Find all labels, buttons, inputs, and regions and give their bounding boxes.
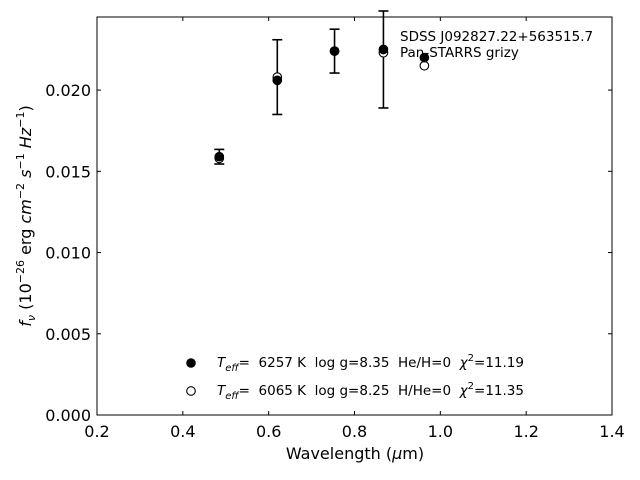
- x-tick-label: 1.0: [428, 422, 453, 441]
- x-tick-label: 0.8: [342, 422, 367, 441]
- model-point-filled: [419, 52, 430, 63]
- x-axis-label: Wavelength (μm): [286, 444, 424, 463]
- model-point-open: [419, 60, 430, 71]
- annotation-line-2: Pan-STARRS grizy: [400, 45, 519, 61]
- x-tick-label: 1.2: [513, 422, 538, 441]
- data-points: [214, 44, 430, 164]
- model-point-filled: [378, 44, 389, 55]
- y-tick-label: 0.010: [45, 244, 91, 263]
- plot-frame: [96, 16, 613, 416]
- y-tick-label: 0.015: [45, 162, 91, 181]
- model-point-filled: [329, 46, 340, 56]
- x-tick-label: 0.6: [256, 422, 281, 441]
- x-tick-label: 0.4: [170, 422, 195, 441]
- x-tick-label: 1.4: [599, 422, 624, 441]
- y-axis-label: fν (10−26 erg cm−2 s−1 Hz−1): [14, 105, 38, 326]
- legend-label-1: Teff= 6257 K log g=8.35 He/H=0 χ2=11.19: [217, 353, 524, 374]
- y-tick-label: 0.020: [45, 81, 91, 100]
- legend-marker-open: [186, 386, 196, 396]
- x-tick-label: 0.2: [84, 422, 109, 441]
- legend-label-2: Teff= 6065 K log g=8.25 H/He=0 χ2=11.35: [217, 381, 524, 402]
- legend-marker-filled: [186, 358, 196, 368]
- annotation-line-1: SDSS J092827.22+563515.7: [400, 29, 593, 45]
- y-tick-label: 0.005: [45, 325, 91, 344]
- model-point-filled: [272, 75, 283, 86]
- axis-ticks: 0.2 0.4 0.6 0.8 1.0 1.2 1.4 0.000 0.005 0.010 0.01…: [45, 17, 625, 441]
- y-tick-label: 0.000: [45, 406, 91, 425]
- model-point-filled: [214, 151, 225, 162]
- error-bars: [214, 10, 389, 165]
- legend: Teff= 6257 K log g=8.35 He/H=0 χ2=11.19 …: [186, 353, 524, 402]
